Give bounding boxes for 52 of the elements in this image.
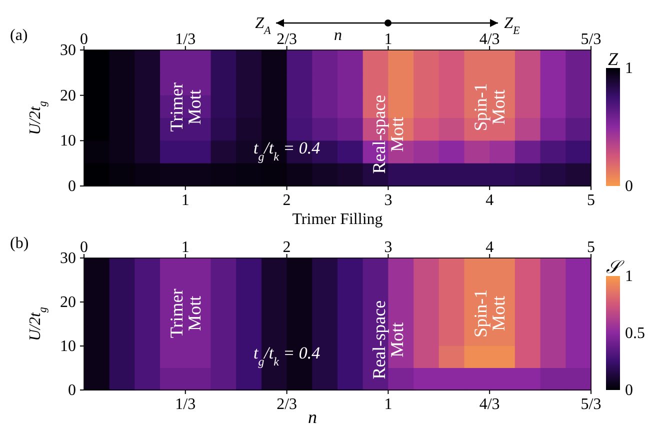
color-bar-title: Z [608,49,619,69]
chart-title: (a) [10,27,28,44]
x-tick-label: 2/3 [276,396,298,413]
x-tick-label: 1 [384,396,392,413]
chart-title: (b) [10,235,29,252]
color-bar-label: 0.5 [625,325,645,342]
y-tick-label: 30 [60,42,76,59]
x2-tick-label: 2/3 [276,31,298,48]
x2-tick-label: 3 [384,239,392,256]
annotation: t$_{g}$/t$_{k}$ = 0.4 [253,343,321,368]
y-tick-label: 10 [60,132,76,150]
color-bar-title: 𝒮 [606,257,625,277]
x2-tick-label: 4/3 [479,31,500,48]
x-tick-label: 3 [384,192,392,209]
y-tick-label: 30 [60,250,76,267]
x2-tick-label: 0 [80,239,88,256]
annotation: Trimer Mott [166,82,204,132]
annotation: Real-space Mott [369,300,408,380]
annotation: Spin-1 Mott [470,83,509,132]
x2-tick-label: 0 [80,31,88,48]
x-tick-label: 5 [587,192,595,209]
annotation: Trimer Mott [166,288,204,338]
x2-tick-label: 5 [587,239,595,256]
y-tick-label: 20 [60,294,76,311]
x2-tick-label: 2 [282,239,291,256]
y-tick-label: 20 [60,87,76,104]
y-tick-label: 10 [60,338,76,355]
x-axis-title: n [308,407,317,427]
x-axis-title: Trimer Filling [292,211,383,228]
x2-tick-label: 1/3 [175,31,196,48]
text: Z$_{A}$ [255,15,272,37]
y-tick-label: 0 [68,382,76,399]
color-bar-label: 0 [625,178,633,195]
x2-tick-label: 4 [486,239,494,256]
x-tick-label: 4 [486,192,494,209]
annotation: Spin-1 Mott [470,289,509,338]
x-tick-label: 2 [282,192,291,209]
y-tick-label: 0 [68,178,76,195]
x-tick-label: 1 [181,192,190,209]
text: n [334,27,342,44]
annotation: t$_{g}$/t$_{k}$ = 0.4 [253,138,321,164]
annotation: Real-space Mott [369,94,408,174]
x2-tick-label: 1 [384,31,392,48]
color-bar-label: 1 [625,60,633,77]
color-bar-label: 1 [625,268,633,285]
color-bar-label: 0 [625,382,633,399]
x-tick-label: 4/3 [479,396,500,413]
text: Z$_{E}$ [504,15,520,37]
x-tick-label: 5/3 [580,396,602,413]
x2-tick-label: 1 [181,239,190,256]
x2-tick-label: 5/3 [580,31,602,48]
x-tick-label: 1/3 [175,396,196,413]
